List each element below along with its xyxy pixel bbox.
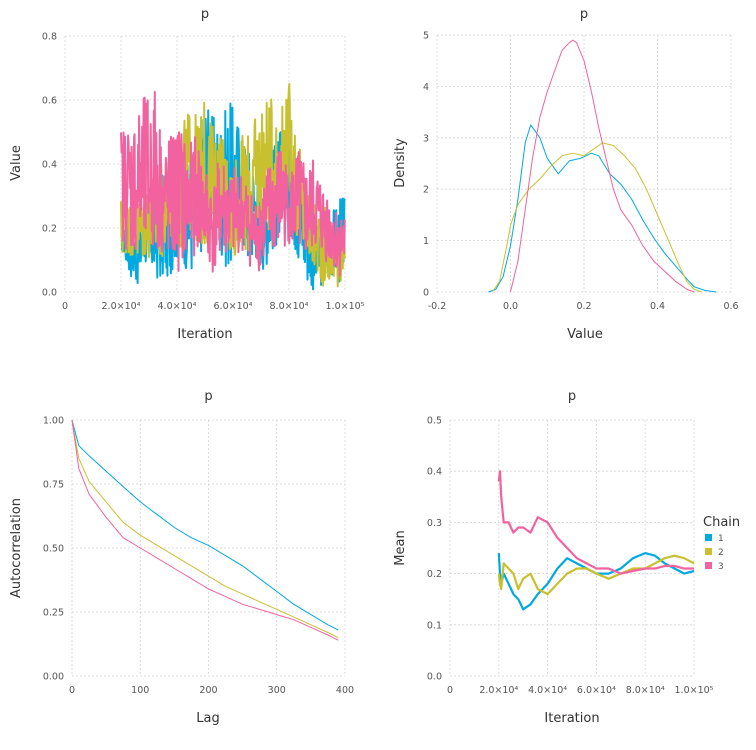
x-tick-label: 4.0×10⁴ (528, 685, 567, 696)
series-line-3 (497, 470, 694, 575)
chart-title: p (204, 389, 212, 404)
x-tick-label: 200 (199, 685, 217, 696)
x-tick-label: 1.0×10⁵ (326, 301, 365, 312)
x-tick-label: 0.2 (576, 301, 591, 312)
y-axis-label: Value (9, 145, 24, 181)
series-line-2 (71, 419, 339, 639)
y-tick-label: 0.75 (43, 480, 64, 491)
x-tick-label: -0.2 (428, 301, 447, 312)
y-axis-label: Autocorrelation (9, 498, 24, 598)
x-tick-label: 2.0×10⁴ (479, 685, 518, 696)
x-tick-label: 300 (268, 685, 286, 696)
y-tick-label: 0 (423, 288, 429, 299)
series-line-1 (497, 552, 695, 611)
x-tick-label: 0.6 (723, 301, 738, 312)
legend-label: 1 (718, 534, 724, 544)
y-tick-label: 0.5 (427, 416, 442, 427)
legend-label: 2 (718, 548, 724, 558)
x-tick-label: 0.0 (503, 301, 518, 312)
series-line-3 (71, 419, 339, 641)
series-line-2 (497, 554, 695, 596)
x-tick-label: 6.0×10⁴ (577, 685, 616, 696)
y-axis-label: Mean (393, 530, 408, 565)
x-tick-label: 100 (131, 685, 149, 696)
x-tick-label: 4.0×10⁴ (158, 301, 197, 312)
series-line-3 (120, 90, 346, 277)
y-tick-label: 1 (423, 236, 429, 247)
legend-swatch-2 (705, 548, 712, 555)
series-line-3 (510, 39, 695, 293)
x-tick-label: 0 (62, 301, 68, 312)
y-tick-label: 0.00 (43, 672, 64, 683)
series-line-2 (491, 142, 702, 293)
legend: Chain 1 2 3 (703, 515, 740, 572)
x-axis-label: Value (567, 327, 603, 342)
series-line-1 (71, 419, 339, 631)
y-tick-label: 0.25 (43, 608, 64, 619)
y-axis-label: Density (393, 138, 408, 188)
chart-panel-density: -0.2 0.0 0.2 0.4 0.6 0 1 2 3 4 5 p Value Density (393, 7, 739, 342)
y-tick-label: 0.0 (42, 288, 57, 299)
y-tick-label: 5 (423, 31, 429, 42)
x-tick-label: 0 (69, 685, 75, 696)
x-tick-label: 400 (336, 685, 354, 696)
y-tick-label: 0.6 (42, 96, 57, 107)
x-tick-label: 8.0×10⁴ (626, 685, 665, 696)
y-tick-label: 3 (423, 133, 429, 144)
chart-panel-mean: 0 2.0×10⁴ 4.0×10⁴ 6.0×10⁴ 8.0×10⁴ 1.0×10⁵ 0.0 0… (393, 389, 740, 726)
y-tick-label: 2 (423, 185, 429, 196)
y-tick-label: 0.2 (42, 224, 57, 235)
y-tick-label: 0.0 (427, 672, 442, 683)
chart-panel-autocorrelation: 0 100 200 300 400 0.00 0.25 0.50 0.75 1.00 p Lag Aut… (9, 389, 354, 726)
x-tick-label: 1.0×10⁵ (675, 685, 714, 696)
y-tick-label: 1.00 (43, 416, 64, 427)
x-tick-label: 0.4 (650, 301, 665, 312)
y-tick-label: 0.3 (427, 518, 442, 529)
y-tick-label: 0.4 (42, 160, 57, 171)
x-tick-label: 2.0×10⁴ (102, 301, 141, 312)
x-tick-label: 8.0×10⁴ (270, 301, 309, 312)
legend-swatch-1 (705, 534, 712, 541)
chart-title: p (201, 7, 209, 22)
chart-title: p (580, 7, 588, 22)
chart-panel-trace: 0 2.0×10⁴ 4.0×10⁴ 6.0×10⁴ 8.0×10⁴ 1.0×10⁵ 0.0 0… (9, 7, 365, 342)
y-tick-label: 0.1 (427, 620, 442, 631)
x-axis-label: Iteration (544, 711, 599, 726)
x-tick-label: 0 (447, 685, 453, 696)
y-tick-label: 0.2 (427, 569, 442, 580)
y-tick-label: 0.8 (42, 32, 57, 43)
y-tick-label: 0.50 (43, 544, 64, 555)
x-axis-label: Lag (196, 711, 219, 726)
x-axis-label: Iteration (177, 327, 232, 342)
y-tick-label: 4 (423, 82, 429, 93)
legend-swatch-3 (705, 562, 712, 569)
legend-title: Chain (703, 515, 740, 530)
chart-title: p (568, 389, 576, 404)
y-tick-label: 0.4 (427, 467, 442, 478)
legend-label: 3 (718, 562, 724, 572)
series-line-1 (488, 124, 717, 293)
x-tick-label: 6.0×10⁴ (214, 301, 253, 312)
